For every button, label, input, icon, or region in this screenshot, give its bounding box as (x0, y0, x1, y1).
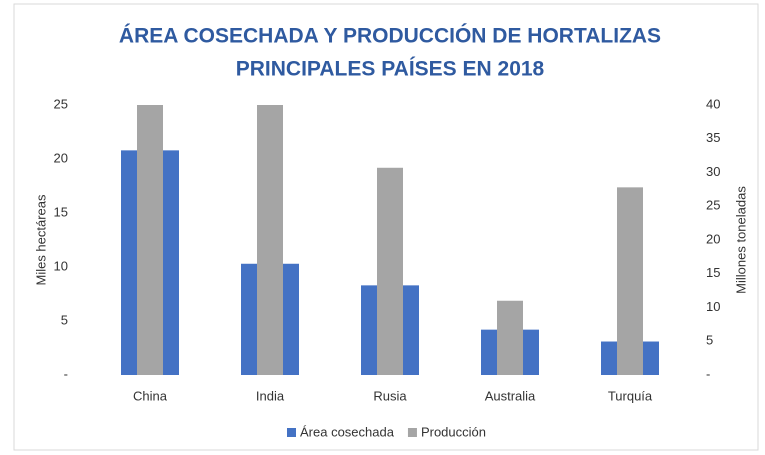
bar (377, 167, 403, 375)
y2-tick-label: 20 (706, 231, 720, 246)
x-tick-label: China (133, 388, 168, 403)
y-tick-label: 5 (61, 312, 68, 327)
y2-tick-label: 25 (706, 198, 720, 213)
bar (617, 187, 643, 375)
legend-label: Producción (421, 424, 486, 439)
chart-title: PRINCIPALES PAÍSES EN 2018 (236, 58, 545, 81)
legend-label: Área cosechada (300, 424, 395, 439)
y2-tick-label: 5 (706, 333, 713, 348)
y-tick-label: 10 (54, 258, 68, 273)
y2-tick-label: 35 (706, 130, 720, 145)
y2-tick-label: - (706, 366, 710, 381)
y-tick-label: 25 (54, 96, 68, 111)
bar (257, 105, 283, 375)
x-tick-label: Rusia (373, 388, 407, 403)
y2-tick-label: 15 (706, 265, 720, 280)
y-tick-label: 15 (54, 204, 68, 219)
y2-tick-label: 10 (706, 299, 720, 314)
x-tick-label: India (256, 388, 285, 403)
y2-tick-label: 40 (706, 96, 720, 111)
y-axis-label: Miles hectáreas (33, 194, 48, 286)
x-tick-label: Turquía (608, 388, 653, 403)
chart-title: ÁREA COSECHADA Y PRODUCCIÓN DE HORTALIZA… (119, 24, 661, 48)
x-tick-label: Australia (485, 388, 536, 403)
y-tick-label: 20 (54, 150, 68, 165)
y2-tick-label: 30 (706, 164, 720, 179)
y-tick-label: - (64, 366, 68, 381)
legend-swatch (287, 428, 296, 437)
bar (137, 105, 163, 375)
bar (497, 300, 523, 375)
legend-swatch (407, 428, 417, 437)
y2-axis-label: Millones toneladas (733, 186, 748, 294)
